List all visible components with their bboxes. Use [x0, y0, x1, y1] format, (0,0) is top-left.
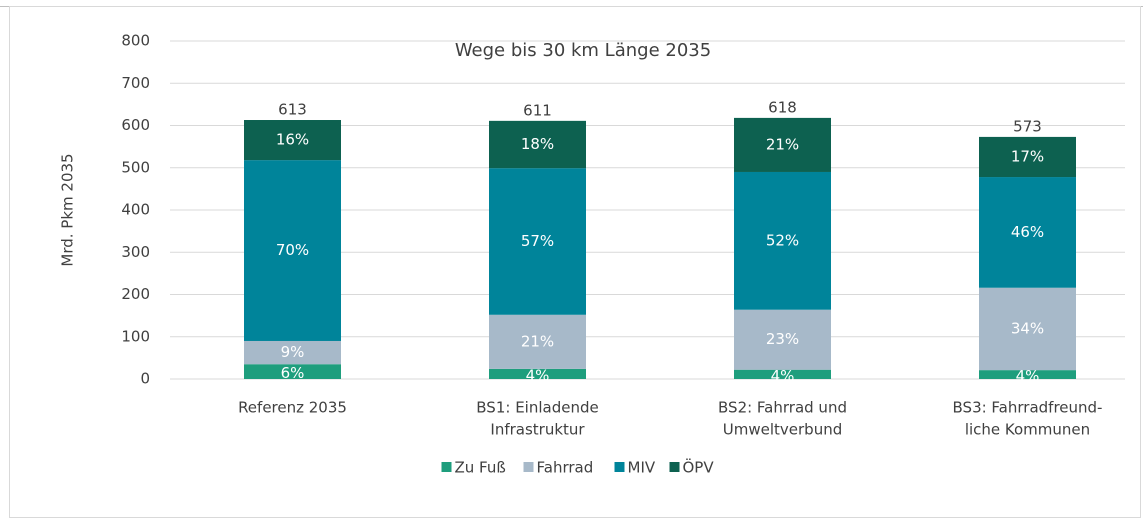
- data-label: 21%: [521, 332, 554, 350]
- bar-segment: [244, 340, 341, 365]
- bar-segment: [734, 309, 831, 370]
- data-label: 6%: [281, 364, 305, 382]
- chart-frame: [9, 6, 1141, 518]
- x-tick-label: BS3: Fahrradfreund-: [953, 399, 1103, 417]
- data-label: 17%: [1011, 147, 1044, 165]
- total-label: 613: [278, 101, 307, 119]
- bar-segment: [244, 160, 341, 341]
- x-tick-label: Referenz 2035: [238, 399, 347, 417]
- total-label: 618: [768, 98, 797, 116]
- bar-segment: [489, 120, 586, 169]
- data-label: 46%: [1011, 223, 1044, 241]
- data-label: 4%: [771, 367, 795, 385]
- legend-swatch: [523, 462, 534, 472]
- y-tick-label: 600: [121, 116, 150, 134]
- legend-swatch: [614, 462, 625, 472]
- x-tick-label: BS1: Einladende: [476, 399, 598, 417]
- bar-segment: [489, 168, 586, 315]
- bar-segment: [979, 136, 1076, 178]
- x-tick-label: Infrastruktur: [490, 421, 585, 439]
- bar-segment: [734, 117, 831, 172]
- total-label: 611: [523, 101, 552, 119]
- x-tick-label: liche Kommunen: [965, 421, 1090, 439]
- legend-swatch: [441, 462, 452, 472]
- bar-segment: [979, 287, 1076, 371]
- legend-label: Fahrrad: [537, 459, 594, 477]
- y-axis-label: Mrd. Pkm 2035: [59, 153, 77, 266]
- y-tick-label: 400: [121, 201, 150, 219]
- bar-segment: [734, 171, 831, 310]
- chart-title: Wege bis 30 km Länge 2035: [455, 40, 711, 61]
- legend-label: MIV: [628, 459, 656, 477]
- data-label: 23%: [766, 330, 799, 348]
- data-label: 9%: [281, 343, 305, 361]
- y-tick-label: 0: [140, 370, 150, 388]
- legend-label: Zu Fuß: [455, 459, 506, 477]
- data-label: 4%: [526, 366, 550, 384]
- bar-segment: [244, 120, 341, 161]
- y-tick-label: 700: [121, 74, 150, 92]
- bar-segment: [244, 364, 341, 379]
- bar-segment: [979, 370, 1076, 379]
- y-tick-label: 500: [121, 158, 150, 176]
- data-label: 21%: [766, 135, 799, 153]
- bar-segment: [979, 177, 1076, 288]
- x-tick-label: Umweltverbund: [723, 421, 842, 439]
- bar-segment: [734, 369, 831, 379]
- y-tick-label: 800: [121, 32, 150, 50]
- data-label: 34%: [1011, 319, 1044, 337]
- y-tick-label: 100: [121, 327, 150, 345]
- legend-swatch: [669, 462, 680, 472]
- data-label: 18%: [521, 135, 554, 153]
- y-tick-label: 300: [121, 243, 150, 261]
- bar-segment: [489, 314, 586, 369]
- x-tick-label: BS2: Fahrrad und: [718, 399, 847, 417]
- total-label: 573: [1013, 117, 1042, 135]
- data-label: 57%: [521, 232, 554, 250]
- legend-label: ÖPV: [683, 458, 715, 477]
- y-tick-label: 200: [121, 285, 150, 303]
- data-label: 52%: [766, 231, 799, 249]
- data-label: 4%: [1016, 367, 1040, 385]
- bar-segment: [489, 368, 586, 379]
- data-label: 16%: [276, 131, 309, 149]
- data-label: 70%: [276, 241, 309, 259]
